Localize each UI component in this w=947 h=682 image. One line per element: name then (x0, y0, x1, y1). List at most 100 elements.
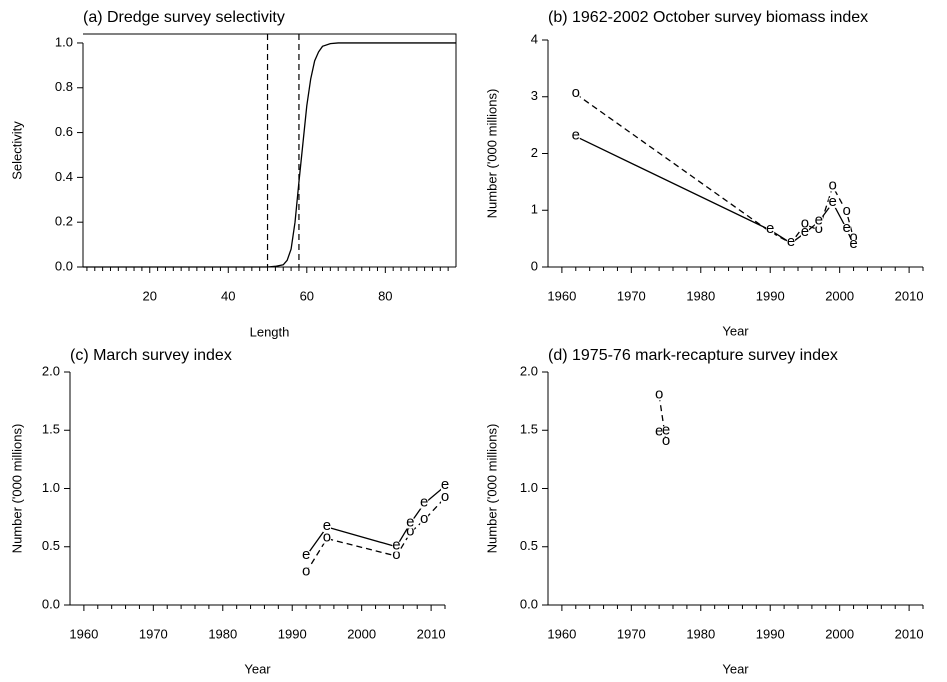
y-tick-label: 0.0 (520, 596, 538, 611)
y-tick-label: 0.8 (55, 79, 73, 94)
point-marker: o (441, 488, 449, 505)
y-tick-label: 0.2 (55, 214, 73, 229)
point-marker: e (572, 126, 580, 143)
x-tick-label: 1980 (686, 626, 715, 641)
marker-bg (800, 227, 809, 238)
point-marker: e (815, 212, 823, 229)
x-tick-label: 80 (378, 288, 392, 303)
x-tick-label: 20 (143, 288, 157, 303)
marker-bg (814, 216, 823, 227)
x-tick-label: 2000 (825, 626, 854, 641)
marker-bg (849, 233, 858, 244)
marker-bg (800, 219, 809, 230)
y-tick-label: 1 (531, 202, 538, 217)
point-marker: o (842, 202, 850, 219)
y-tick-label: 2 (531, 145, 538, 160)
y-tick-label: 0.6 (55, 124, 73, 139)
marker-bg (655, 390, 664, 401)
y-tick-label: 0.0 (55, 258, 73, 273)
y-axis-label: Number ('000 millions) (484, 89, 499, 219)
point-marker: e (849, 235, 857, 252)
marker-bg (406, 518, 415, 529)
point-marker: o (406, 523, 414, 540)
x-axis-label: Year (244, 661, 271, 676)
marker-bg (842, 223, 851, 234)
marker-bg (441, 481, 449, 492)
y-tick-label: 2.0 (520, 363, 538, 378)
y-tick-label: 1.0 (55, 34, 73, 49)
point-marker: e (842, 219, 850, 236)
series-line (575, 135, 855, 246)
x-tick-label: 1970 (617, 288, 646, 303)
x-axis-label: Year (722, 661, 749, 676)
point-marker: e (787, 233, 795, 250)
marker-bg (441, 492, 449, 503)
y-tick-label: 0.4 (55, 169, 73, 184)
marker-bg (766, 225, 775, 236)
point-marker: o (572, 84, 580, 101)
x-axis-label: Year (722, 323, 749, 338)
x-tick-label: 1970 (617, 626, 646, 641)
marker-bg (814, 225, 823, 236)
point-marker: e (801, 223, 809, 240)
x-tick-label: 1980 (208, 626, 237, 641)
x-tick-label: 2000 (347, 626, 376, 641)
point-marker: o (829, 176, 837, 193)
point-marker: e (441, 476, 449, 493)
x-tick-label: 2000 (825, 288, 854, 303)
point-marker: o (801, 214, 809, 231)
x-tick-label: 1960 (547, 288, 576, 303)
marker-bg (662, 426, 671, 437)
marker-bg (849, 239, 858, 250)
marker-bg (828, 197, 837, 208)
point-marker: e (655, 423, 663, 440)
y-axis-label: Number ('000 millions) (484, 424, 499, 554)
marker-bg (392, 551, 401, 562)
point-marker: o (323, 529, 331, 546)
x-tick-label: 1960 (547, 626, 576, 641)
marker-bg (571, 88, 580, 99)
point-marker: o (815, 220, 823, 237)
marker-bg (828, 181, 837, 192)
y-tick-label: 1.5 (520, 422, 538, 437)
point-marker: e (420, 494, 428, 511)
point-marker: o (420, 510, 428, 527)
series-line (575, 93, 855, 245)
panel-title: (a) Dredge survey selectivity (83, 9, 285, 26)
series-line (658, 395, 667, 442)
point-marker: e (766, 220, 774, 237)
marker-bg (662, 436, 671, 447)
y-tick-label: 1.5 (42, 422, 60, 437)
x-tick-label: 2010 (895, 288, 924, 303)
x-tick-label: 1990 (756, 288, 785, 303)
point-marker: e (392, 537, 400, 554)
x-tick-label: 1990 (278, 626, 307, 641)
y-axis-label: Number ('000 millions) (9, 424, 24, 554)
point-marker: o (302, 562, 310, 579)
x-tick-label: 1970 (139, 626, 168, 641)
x-tick-label: 2010 (417, 626, 446, 641)
panel-title: (c) March survey index (70, 347, 232, 364)
panel-title: (d) 1975-76 mark-recapture survey index (548, 347, 838, 364)
x-tick-label: 1980 (686, 288, 715, 303)
x-tick-label: 2010 (895, 626, 924, 641)
y-tick-label: 0.5 (520, 538, 538, 553)
point-marker: e (406, 513, 414, 530)
point-marker: e (323, 517, 331, 534)
point-marker: o (849, 229, 857, 246)
y-tick-label: 2.0 (42, 363, 60, 378)
plot-box (83, 33, 457, 267)
marker-bg (655, 427, 664, 438)
marker-bg (392, 541, 401, 552)
marker-bg (302, 551, 311, 562)
point-marker: o (392, 546, 400, 563)
x-tick-label: 40 (221, 288, 235, 303)
point-marker: e (302, 546, 310, 563)
point-marker: o (662, 432, 670, 449)
y-tick-label: 1.0 (520, 480, 538, 495)
point-marker: e (829, 193, 837, 210)
marker-bg (420, 498, 429, 509)
y-tick-label: 0.5 (42, 538, 60, 553)
